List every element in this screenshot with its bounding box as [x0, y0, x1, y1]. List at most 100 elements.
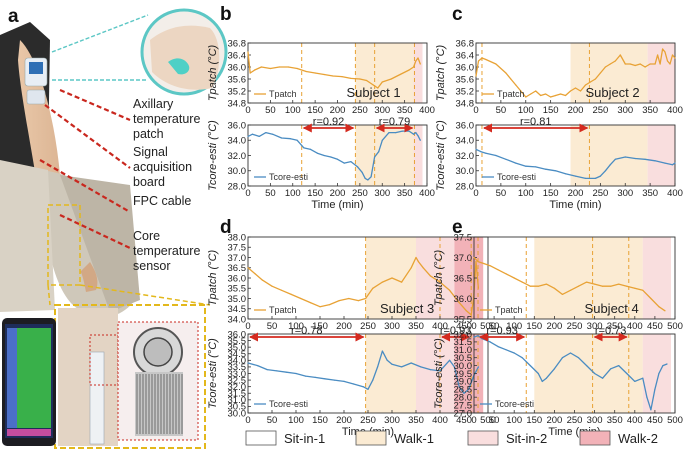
- y-tick-label: 32.0: [456, 151, 475, 162]
- x-tick-label: 0: [473, 105, 478, 116]
- legend-label: Walk-1: [394, 431, 434, 446]
- data-point: [365, 297, 367, 300]
- smartphone-display: [2, 318, 56, 446]
- data-point: [669, 63, 671, 65]
- data-point: [545, 168, 547, 170]
- data-point: [584, 177, 587, 179]
- data-point: [477, 335, 479, 337]
- x-tick-label: 0: [471, 415, 476, 426]
- y-tick-label: 34.0: [228, 314, 247, 325]
- x-tick-label: 300: [374, 188, 390, 199]
- data-point: [646, 396, 648, 398]
- x-tick-label: 450: [647, 415, 663, 426]
- data-point: [408, 69, 410, 71]
- x-tick-label: 250: [567, 415, 583, 426]
- y-tick-label: 35.5: [454, 314, 473, 325]
- y-tick-label: 34.0: [228, 136, 247, 147]
- phase-band-sit2: [642, 237, 671, 319]
- y-axis-title: Tpatch (°C): [433, 249, 445, 306]
- y-tick-label: 35.5: [228, 336, 247, 347]
- data-point: [489, 341, 491, 343]
- phase-band-walk1: [570, 43, 648, 103]
- data-point: [626, 372, 628, 375]
- y-tick-label: 36.0: [228, 62, 247, 73]
- y-tick-label: 36.4: [228, 50, 247, 61]
- panel-e-top-plot: 35.5 36.0 36.5 37.0 37.5 Tpatch (°C) 0 50 100 150…: [433, 232, 683, 332]
- data-point: [377, 366, 379, 368]
- data-point: [272, 133, 274, 135]
- data-point: [449, 359, 451, 361]
- data-point: [374, 156, 376, 158]
- x-tick-label: 400: [667, 188, 683, 199]
- x-tick-label: 400: [667, 105, 683, 116]
- data-point: [362, 386, 364, 388]
- data-point: [658, 372, 660, 375]
- data-point: [619, 54, 621, 56]
- data-point: [505, 273, 507, 275]
- x-tick-label: 0: [245, 105, 250, 116]
- data-point: [594, 78, 597, 80]
- data-point: [610, 368, 612, 370]
- y-tick-label: 36.8: [456, 38, 475, 49]
- y-tick-label: 29.5: [454, 369, 473, 380]
- annotation-axillary-line: temperature: [133, 112, 200, 126]
- y-tick-label: 31.0: [454, 345, 473, 356]
- y-tick-label: 34.0: [228, 356, 247, 367]
- data-point: [529, 365, 531, 367]
- data-point: [323, 154, 325, 157]
- y-tick-label: 30.0: [454, 361, 473, 372]
- data-point: [537, 372, 539, 375]
- data-point: [650, 297, 652, 300]
- data-point: [666, 60, 669, 62]
- y-tick-label: 34.5: [228, 304, 247, 315]
- x-tick-label: 200: [330, 188, 346, 199]
- subject-label: Subject 1: [346, 85, 400, 100]
- panel-c-top-plot: 34.835.235.636.036.436.8 Tpatch (°C) 0 50 10…: [435, 38, 683, 116]
- phase-band-sit2: [416, 237, 455, 319]
- x-tick-label: 200: [336, 321, 352, 332]
- x-tick-label: 250: [360, 415, 376, 426]
- y-tick-label: 35.5: [228, 284, 247, 295]
- data-point: [634, 64, 636, 67]
- data-point: [561, 357, 564, 359]
- y-tick-label: 33.0: [228, 369, 247, 380]
- data-point: [247, 267, 249, 269]
- data-point: [296, 139, 298, 141]
- phase-band-sit2: [642, 334, 671, 413]
- phase-band-walk1: [534, 237, 643, 319]
- data-point: [614, 158, 616, 160]
- data-point: [300, 297, 302, 300]
- series-line-tpatch: [473, 257, 666, 312]
- panel-c-label: c: [452, 4, 463, 25]
- x-tick-label: 500: [480, 321, 496, 332]
- x-tick-label: 100: [518, 188, 534, 199]
- panel-d-bottom-plot: 30.030.531.031.532.032.533.033.534.034.5…: [207, 325, 496, 438]
- data-point: [350, 77, 352, 79]
- data-point: [574, 87, 577, 89]
- panel-c-bottom-plot: 28.0 30.0 32.0 34.0 36.0 Tcore-esti (°C) 0 50 10…: [435, 116, 683, 211]
- y-tick-label: 32.5: [228, 375, 247, 386]
- y-axis-title: Tcore-esti (°C): [433, 338, 445, 409]
- data-point: [480, 151, 482, 153]
- x-tick-label: 50: [265, 188, 276, 199]
- data-point: [594, 177, 597, 179]
- legend-swatch-walk-2: [579, 430, 611, 446]
- data-point: [658, 306, 660, 308]
- x-tick-label: 0: [473, 188, 478, 199]
- y-tick-label: 34.8: [456, 98, 475, 109]
- data-point: [391, 363, 393, 365]
- x-tick-label: 500: [667, 415, 683, 426]
- data-point: [513, 277, 515, 279]
- x-tick-label: 50: [267, 415, 278, 426]
- data-point: [417, 261, 419, 263]
- legend-label: Tpatch: [497, 89, 525, 99]
- data-point: [316, 152, 318, 154]
- data-point: [419, 63, 421, 65]
- data-point: [367, 388, 369, 390]
- data-point: [336, 158, 339, 160]
- data-point: [569, 352, 572, 354]
- data-point: [422, 267, 424, 269]
- x-tick-label: 250: [592, 188, 608, 199]
